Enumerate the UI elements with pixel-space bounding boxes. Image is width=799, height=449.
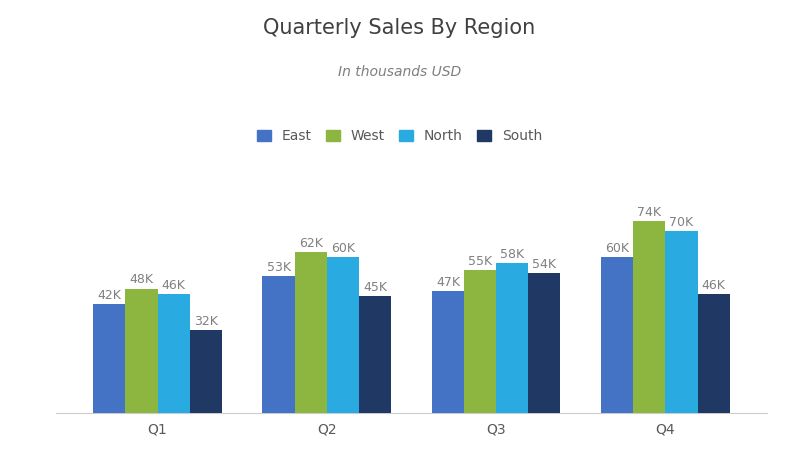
Bar	[698, 294, 729, 413]
Bar	[157, 294, 189, 413]
Text: 47K: 47K	[436, 276, 460, 289]
Bar	[295, 252, 327, 413]
Bar	[189, 330, 222, 413]
Text: 48K: 48K	[129, 273, 153, 286]
Bar	[125, 289, 157, 413]
Bar	[528, 273, 560, 413]
Bar	[634, 221, 666, 413]
Bar	[431, 291, 464, 413]
Text: In thousands USD: In thousands USD	[338, 65, 461, 79]
Legend: East, West, North, South: East, West, North, South	[252, 123, 547, 149]
Text: 60K: 60K	[331, 242, 355, 255]
Text: 46K: 46K	[161, 279, 185, 292]
Text: 45K: 45K	[363, 281, 387, 294]
Bar	[601, 257, 634, 413]
Text: 62K: 62K	[299, 237, 323, 250]
Bar	[263, 276, 295, 413]
Text: Quarterly Sales By Region: Quarterly Sales By Region	[264, 18, 535, 38]
Bar	[93, 304, 125, 413]
Bar	[327, 257, 359, 413]
Text: 60K: 60K	[605, 242, 629, 255]
Bar	[666, 232, 698, 413]
Text: 55K: 55K	[468, 255, 492, 269]
Text: 58K: 58K	[500, 247, 524, 260]
Bar	[496, 263, 528, 413]
Text: 54K: 54K	[532, 258, 556, 271]
Text: 74K: 74K	[638, 206, 662, 219]
Bar	[464, 270, 496, 413]
Text: 70K: 70K	[670, 216, 694, 229]
Text: 46K: 46K	[702, 279, 725, 292]
Text: 32K: 32K	[194, 315, 217, 328]
Text: 53K: 53K	[267, 260, 291, 273]
Bar	[359, 296, 392, 413]
Text: 42K: 42K	[97, 289, 121, 302]
